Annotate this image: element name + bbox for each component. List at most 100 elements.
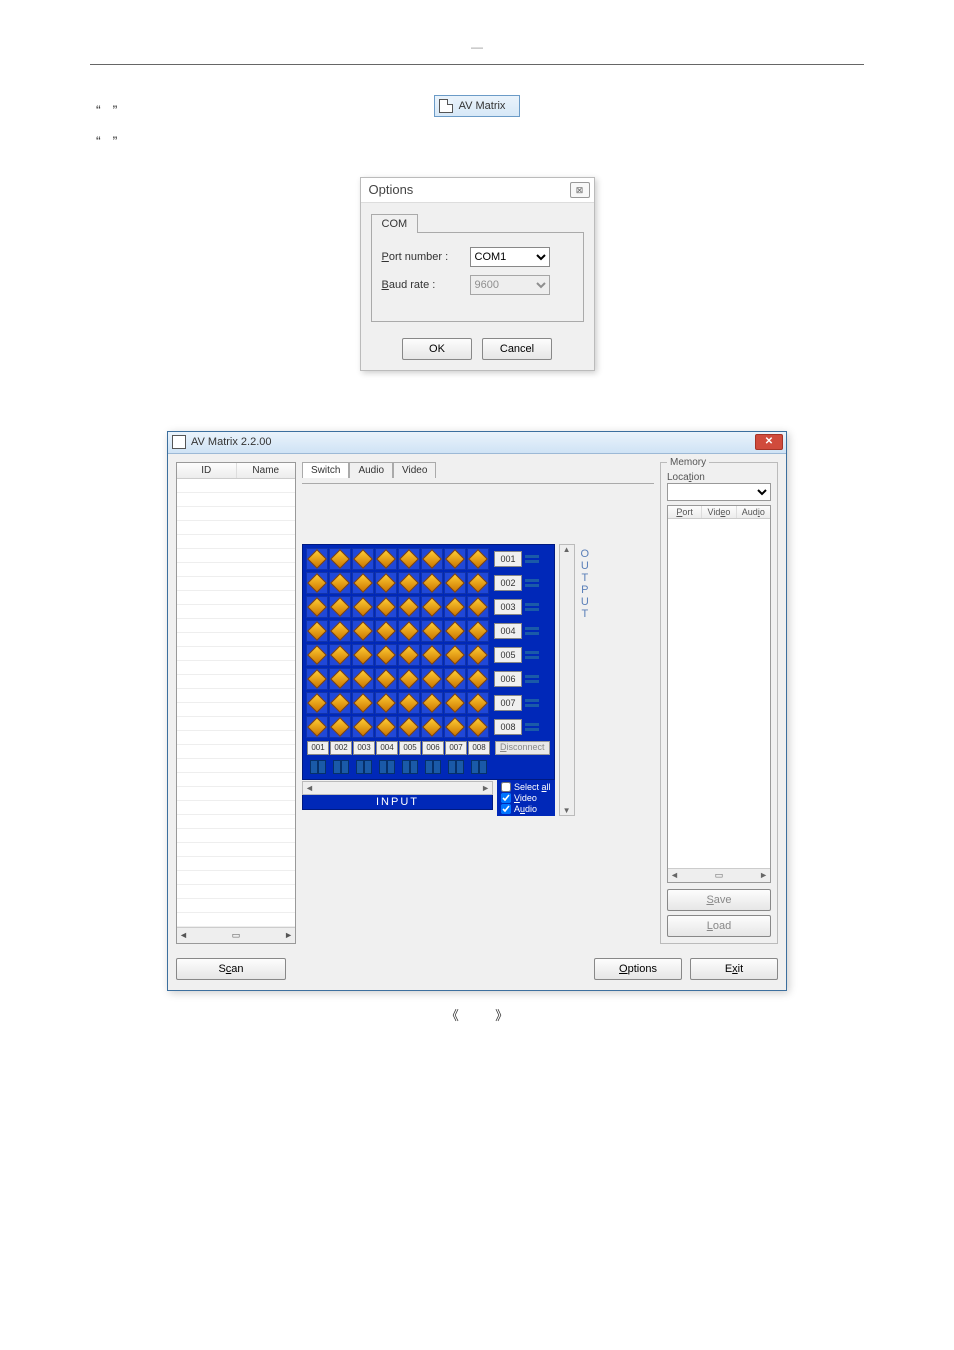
- list-row[interactable]: [177, 689, 295, 703]
- list-row[interactable]: [177, 647, 295, 661]
- save-button[interactable]: Save: [667, 889, 771, 911]
- tab-switch[interactable]: Switch: [302, 462, 349, 478]
- matrix-cell[interactable]: [398, 572, 420, 594]
- matrix-cell[interactable]: [352, 620, 374, 642]
- list-horizontal-scrollbar[interactable]: ◄▭►: [177, 927, 295, 943]
- matrix-cell[interactable]: [444, 572, 466, 594]
- matrix-cell[interactable]: [329, 668, 351, 690]
- matrix-cell[interactable]: [306, 692, 328, 714]
- disconnect-button[interactable]: Disconnect: [495, 741, 550, 755]
- matrix-cell[interactable]: [421, 644, 443, 666]
- list-row[interactable]: [177, 815, 295, 829]
- load-button[interactable]: Load: [667, 915, 771, 937]
- matrix-cell[interactable]: [467, 644, 489, 666]
- mem-col-audio[interactable]: Audio: [737, 506, 770, 518]
- list-row[interactable]: [177, 829, 295, 843]
- col-name[interactable]: Name: [237, 463, 296, 478]
- list-row[interactable]: [177, 759, 295, 773]
- matrix-cell[interactable]: [375, 692, 397, 714]
- matrix-cell[interactable]: [329, 716, 351, 738]
- matrix-cell[interactable]: [352, 716, 374, 738]
- ok-button[interactable]: OK: [402, 338, 472, 360]
- matrix-cell[interactable]: [329, 692, 351, 714]
- matrix-cell[interactable]: [306, 716, 328, 738]
- matrix-cell[interactable]: [375, 548, 397, 570]
- matrix-cell[interactable]: [444, 644, 466, 666]
- matrix-cell[interactable]: [375, 644, 397, 666]
- matrix-cell[interactable]: [352, 548, 374, 570]
- list-row[interactable]: [177, 563, 295, 577]
- video-checkbox[interactable]: Video: [501, 793, 551, 803]
- list-row[interactable]: [177, 885, 295, 899]
- list-row[interactable]: [177, 507, 295, 521]
- matrix-cell[interactable]: [467, 596, 489, 618]
- matrix-cell[interactable]: [352, 644, 374, 666]
- list-row[interactable]: [177, 549, 295, 563]
- matrix-cell[interactable]: [329, 596, 351, 618]
- close-icon[interactable]: ✕: [755, 434, 783, 450]
- list-row[interactable]: [177, 591, 295, 605]
- matrix-cell[interactable]: [398, 716, 420, 738]
- matrix-cell[interactable]: [421, 548, 443, 570]
- matrix-cell[interactable]: [352, 572, 374, 594]
- matrix-cell[interactable]: [306, 644, 328, 666]
- matrix-cell[interactable]: [352, 596, 374, 618]
- matrix-cell[interactable]: [467, 620, 489, 642]
- audio-checkbox[interactable]: Audio: [501, 804, 551, 814]
- options-button[interactable]: Options: [594, 958, 682, 980]
- matrix-cell[interactable]: [467, 716, 489, 738]
- matrix-cell[interactable]: [421, 692, 443, 714]
- matrix-cell[interactable]: [329, 644, 351, 666]
- select-all-checkbox[interactable]: Select all: [501, 782, 551, 792]
- device-list[interactable]: ID Name ◄▭►: [176, 462, 296, 944]
- list-row[interactable]: [177, 913, 295, 927]
- matrix-cell[interactable]: [421, 572, 443, 594]
- list-row[interactable]: [177, 871, 295, 885]
- matrix-cell[interactable]: [444, 692, 466, 714]
- list-row[interactable]: [177, 633, 295, 647]
- matrix-cell[interactable]: [444, 596, 466, 618]
- matrix-cell[interactable]: [352, 692, 374, 714]
- exit-button[interactable]: Exit: [690, 958, 778, 980]
- mem-col-port[interactable]: Port: [668, 506, 702, 518]
- list-row[interactable]: [177, 703, 295, 717]
- matrix-cell[interactable]: [375, 596, 397, 618]
- list-row[interactable]: [177, 675, 295, 689]
- list-row[interactable]: [177, 619, 295, 633]
- list-row[interactable]: [177, 493, 295, 507]
- matrix-cell[interactable]: [375, 716, 397, 738]
- matrix-cell[interactable]: [467, 692, 489, 714]
- matrix-cell[interactable]: [421, 668, 443, 690]
- list-row[interactable]: [177, 717, 295, 731]
- matrix-cell[interactable]: [398, 548, 420, 570]
- matrix-cell[interactable]: [306, 620, 328, 642]
- matrix-cell[interactable]: [329, 548, 351, 570]
- cancel-button[interactable]: Cancel: [482, 338, 552, 360]
- list-row[interactable]: [177, 479, 295, 493]
- matrix-cell[interactable]: [398, 692, 420, 714]
- list-row[interactable]: [177, 857, 295, 871]
- matrix-cell[interactable]: [306, 668, 328, 690]
- matrix-cell[interactable]: [444, 620, 466, 642]
- list-row[interactable]: [177, 535, 295, 549]
- matrix-cell[interactable]: [306, 548, 328, 570]
- tab-com[interactable]: COM: [371, 214, 419, 233]
- matrix-cell[interactable]: [329, 572, 351, 594]
- mem-col-video[interactable]: Video: [702, 506, 736, 518]
- matrix-cell[interactable]: [421, 620, 443, 642]
- matrix-cell[interactable]: [398, 668, 420, 690]
- list-row[interactable]: [177, 661, 295, 675]
- list-row[interactable]: [177, 787, 295, 801]
- matrix-cell[interactable]: [421, 716, 443, 738]
- list-row[interactable]: [177, 521, 295, 535]
- matrix-cell[interactable]: [375, 572, 397, 594]
- list-row[interactable]: [177, 745, 295, 759]
- matrix-cell[interactable]: [444, 548, 466, 570]
- matrix-cell[interactable]: [398, 644, 420, 666]
- matrix-cell[interactable]: [375, 620, 397, 642]
- tab-audio[interactable]: Audio: [349, 462, 393, 478]
- list-row[interactable]: [177, 605, 295, 619]
- matrix-cell[interactable]: [306, 572, 328, 594]
- matrix-cell[interactable]: [467, 548, 489, 570]
- list-row[interactable]: [177, 843, 295, 857]
